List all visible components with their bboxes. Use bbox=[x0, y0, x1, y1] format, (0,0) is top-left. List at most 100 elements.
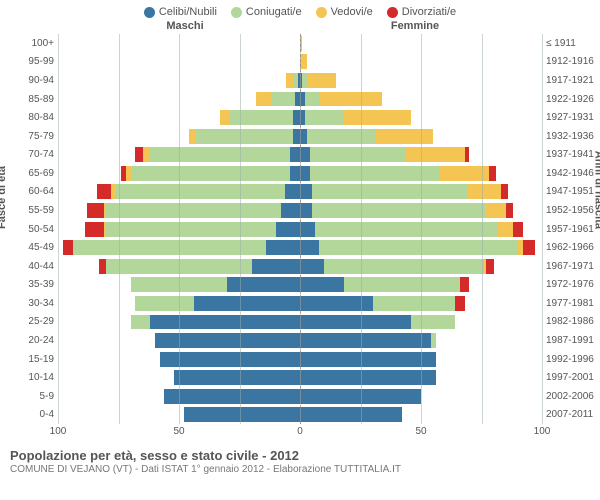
bar-segment-vedovi bbox=[467, 184, 501, 199]
bar-segment-coniugati bbox=[271, 92, 295, 107]
legend-swatch-divorziati bbox=[387, 7, 398, 18]
age-band-label: 10-14 bbox=[6, 368, 54, 387]
bar-segment-celibi bbox=[300, 407, 402, 422]
age-band-label: 70-74 bbox=[6, 145, 54, 164]
birth-year-label: 1982-1986 bbox=[546, 313, 594, 332]
bar-segment-divorziati bbox=[501, 184, 508, 199]
bar-segment-vedovi bbox=[406, 147, 464, 162]
bar-segment-celibi bbox=[281, 203, 300, 218]
bar-segment-coniugati bbox=[305, 92, 320, 107]
bar-segment-divorziati bbox=[489, 166, 496, 181]
chart-title: Popolazione per età, sesso e stato civil… bbox=[10, 448, 590, 463]
bar-segment-coniugati bbox=[73, 240, 267, 255]
bar-segment-divorziati bbox=[97, 184, 112, 199]
birth-year-label: 1937-1941 bbox=[546, 145, 594, 164]
bar-segment-vedovi bbox=[307, 73, 336, 88]
bar-segment-celibi bbox=[285, 184, 300, 199]
bar-segment-coniugati bbox=[431, 333, 436, 348]
bar-segment-coniugati bbox=[319, 240, 517, 255]
birth-year-label: 2002-2006 bbox=[546, 387, 594, 406]
age-band-label: 45-49 bbox=[6, 238, 54, 257]
bar-segment-celibi bbox=[300, 296, 373, 311]
bar-segment-divorziati bbox=[87, 203, 104, 218]
bar-segment-celibi bbox=[300, 184, 312, 199]
bar-segment-celibi bbox=[293, 110, 300, 125]
bar-segment-vedovi bbox=[319, 92, 382, 107]
age-band-label: 80-84 bbox=[6, 108, 54, 127]
bar-segment-divorziati bbox=[63, 240, 73, 255]
bar-segment-coniugati bbox=[196, 129, 293, 144]
y-axis-title-right: Anni di nascita bbox=[592, 151, 600, 229]
bar-segment-vedovi bbox=[486, 203, 505, 218]
chart-area: Fasce di età Anni di nascita 100+95-9990… bbox=[0, 34, 600, 424]
bar-segment-celibi bbox=[164, 389, 300, 404]
age-band-label: 50-54 bbox=[6, 220, 54, 239]
birth-year-label: 1947-1951 bbox=[546, 183, 594, 202]
bar-segment-celibi bbox=[300, 203, 312, 218]
legend-label: Celibi/Nubili bbox=[159, 6, 217, 18]
bar-segment-celibi bbox=[150, 315, 300, 330]
birth-year-label: 1972-1976 bbox=[546, 276, 594, 295]
bar-segment-divorziati bbox=[506, 203, 513, 218]
bar-segment-coniugati bbox=[106, 203, 280, 218]
chart-footer: Popolazione per età, sesso e stato civil… bbox=[0, 442, 600, 475]
chart-source: COMUNE DI VEJANO (VT) - Dati ISTAT 1° ge… bbox=[10, 463, 590, 475]
x-tick-label: 50 bbox=[415, 426, 426, 437]
bar-segment-divorziati bbox=[455, 296, 465, 311]
birth-year-label: 1957-1961 bbox=[546, 220, 594, 239]
legend: Celibi/Nubili Coniugati/e Vedovi/e Divor… bbox=[0, 0, 600, 20]
bar-segment-celibi bbox=[300, 147, 310, 162]
bar-segment-vedovi bbox=[375, 129, 433, 144]
bar-segment-coniugati bbox=[373, 296, 455, 311]
bar-segment-vedovi bbox=[300, 54, 307, 69]
birth-year-label: ≤ 1911 bbox=[546, 34, 594, 53]
bar-segment-divorziati bbox=[523, 240, 535, 255]
bar-segment-coniugati bbox=[312, 184, 467, 199]
x-axis: 10050050100 bbox=[58, 424, 542, 442]
birth-year-label: 1962-1966 bbox=[546, 238, 594, 257]
bar-segment-celibi bbox=[266, 240, 300, 255]
birth-year-label: 1932-1936 bbox=[546, 127, 594, 146]
bar-segment-celibi bbox=[300, 129, 307, 144]
legend-swatch-celibi bbox=[144, 7, 155, 18]
legend-swatch-coniugati bbox=[231, 7, 242, 18]
birth-year-label: 1977-1981 bbox=[546, 294, 594, 313]
bar-segment-celibi bbox=[184, 407, 300, 422]
gender-headers: Maschi Femmine bbox=[0, 20, 600, 34]
bar-segment-celibi bbox=[300, 222, 315, 237]
age-band-label: 65-69 bbox=[6, 164, 54, 183]
age-band-label: 0-4 bbox=[6, 406, 54, 425]
bar-segment-celibi bbox=[300, 166, 310, 181]
age-band-label: 100+ bbox=[6, 34, 54, 53]
bar-segment-celibi bbox=[300, 277, 344, 292]
age-band-label: 40-44 bbox=[6, 257, 54, 276]
bar-segment-coniugati bbox=[324, 259, 484, 274]
bar-segment-vedovi bbox=[286, 73, 293, 88]
bar-segment-celibi bbox=[290, 166, 300, 181]
bar-segment-vedovi bbox=[220, 110, 230, 125]
bar-segment-divorziati bbox=[135, 147, 142, 162]
legend-label: Coniugati/e bbox=[246, 6, 302, 18]
bar-segment-vedovi bbox=[256, 92, 271, 107]
birth-year-label: 1912-1916 bbox=[546, 53, 594, 72]
age-band-label: 30-34 bbox=[6, 294, 54, 313]
bar-segment-divorziati bbox=[99, 259, 106, 274]
pyramid-plot bbox=[58, 34, 542, 424]
bar-segment-celibi bbox=[293, 129, 300, 144]
age-band-label: 5-9 bbox=[6, 387, 54, 406]
x-tick-label: 50 bbox=[173, 426, 184, 437]
bar-segment-coniugati bbox=[307, 129, 375, 144]
age-band-label: 20-24 bbox=[6, 331, 54, 350]
bar-segment-coniugati bbox=[305, 110, 344, 125]
birth-year-label: 1922-1926 bbox=[546, 90, 594, 109]
bar-segment-coniugati bbox=[135, 296, 193, 311]
age-band-label: 90-94 bbox=[6, 71, 54, 90]
bar-segment-celibi bbox=[276, 222, 300, 237]
age-band-label: 60-64 bbox=[6, 183, 54, 202]
birth-year-label: 1917-1921 bbox=[546, 71, 594, 90]
legend-item: Coniugati/e bbox=[231, 6, 302, 18]
x-tick-label: 100 bbox=[50, 426, 67, 437]
age-band-label: 55-59 bbox=[6, 201, 54, 220]
age-band-label: 15-19 bbox=[6, 350, 54, 369]
age-band-label: 25-29 bbox=[6, 313, 54, 332]
